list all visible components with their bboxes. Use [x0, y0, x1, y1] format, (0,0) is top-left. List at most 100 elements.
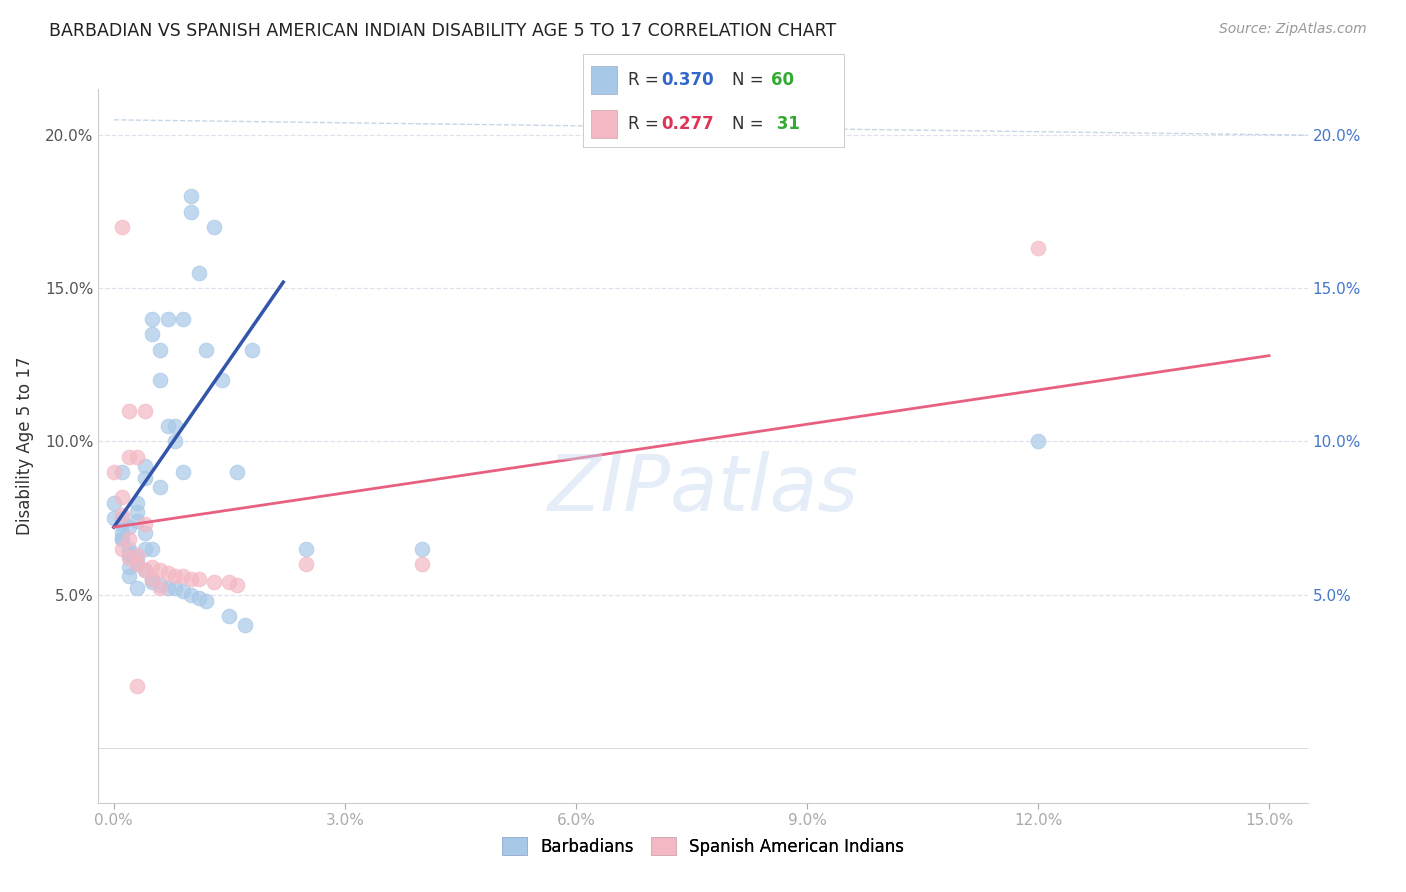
- Point: [165, 434, 187, 449]
- Point: [125, 550, 148, 565]
- Point: [141, 541, 163, 556]
- Point: [149, 373, 172, 387]
- Point: [141, 312, 163, 326]
- Point: [187, 591, 209, 605]
- Point: [187, 266, 209, 280]
- Point: [110, 533, 132, 547]
- Point: [211, 373, 233, 387]
- Point: [172, 569, 194, 583]
- Point: [134, 404, 156, 418]
- Point: [411, 557, 433, 571]
- Point: [141, 572, 163, 586]
- Text: ZIPatlas: ZIPatlas: [547, 450, 859, 527]
- Point: [118, 560, 141, 574]
- Point: [149, 343, 172, 357]
- Text: 0.277: 0.277: [662, 115, 714, 133]
- Point: [125, 680, 148, 694]
- Point: [195, 343, 218, 357]
- Text: N =: N =: [731, 70, 769, 88]
- Point: [1026, 242, 1049, 256]
- Point: [1026, 434, 1049, 449]
- Point: [118, 450, 141, 464]
- Point: [110, 490, 132, 504]
- Point: [134, 541, 156, 556]
- Text: BARBADIAN VS SPANISH AMERICAN INDIAN DISABILITY AGE 5 TO 17 CORRELATION CHART: BARBADIAN VS SPANISH AMERICAN INDIAN DIS…: [49, 22, 837, 40]
- Point: [125, 496, 148, 510]
- Point: [110, 511, 132, 525]
- Text: Source: ZipAtlas.com: Source: ZipAtlas.com: [1219, 22, 1367, 37]
- Point: [118, 548, 141, 562]
- Point: [233, 618, 256, 632]
- Point: [202, 575, 225, 590]
- Point: [125, 557, 148, 571]
- Point: [218, 609, 240, 624]
- Y-axis label: Disability Age 5 to 17: Disability Age 5 to 17: [15, 357, 34, 535]
- Point: [134, 517, 156, 532]
- Point: [165, 419, 187, 434]
- Point: [110, 533, 132, 547]
- Text: R =: R =: [627, 115, 664, 133]
- Point: [295, 557, 318, 571]
- Point: [110, 465, 132, 479]
- Point: [110, 220, 132, 235]
- Point: [134, 563, 156, 577]
- Text: 0.370: 0.370: [662, 70, 714, 88]
- Point: [103, 496, 125, 510]
- Point: [110, 541, 132, 556]
- Point: [134, 458, 156, 473]
- Point: [165, 569, 187, 583]
- Point: [110, 508, 132, 522]
- Point: [172, 584, 194, 599]
- Point: [118, 533, 141, 547]
- Point: [149, 480, 172, 494]
- Point: [165, 582, 187, 596]
- Legend: Barbadians, Spanish American Indians: Barbadians, Spanish American Indians: [495, 830, 911, 863]
- Point: [125, 557, 148, 571]
- Point: [118, 541, 141, 556]
- Point: [156, 566, 179, 580]
- Point: [134, 563, 156, 577]
- Point: [180, 588, 202, 602]
- FancyBboxPatch shape: [592, 110, 617, 138]
- Point: [187, 572, 209, 586]
- Point: [125, 582, 148, 596]
- Point: [118, 548, 141, 562]
- Point: [226, 578, 249, 592]
- Point: [110, 526, 132, 541]
- Text: R =: R =: [627, 70, 664, 88]
- Point: [156, 312, 179, 326]
- Point: [118, 544, 141, 558]
- Point: [149, 563, 172, 577]
- Point: [118, 404, 141, 418]
- Point: [195, 593, 218, 607]
- Point: [149, 582, 172, 596]
- Point: [134, 471, 156, 485]
- Point: [180, 189, 202, 203]
- Point: [141, 327, 163, 342]
- Point: [180, 204, 202, 219]
- Text: N =: N =: [731, 115, 769, 133]
- Point: [242, 343, 264, 357]
- Point: [125, 505, 148, 519]
- Point: [156, 582, 179, 596]
- Point: [172, 465, 194, 479]
- Point: [411, 541, 433, 556]
- Point: [118, 520, 141, 534]
- Text: 60: 60: [770, 70, 794, 88]
- Point: [141, 572, 163, 586]
- Point: [118, 569, 141, 583]
- Point: [134, 526, 156, 541]
- Point: [141, 560, 163, 574]
- Point: [141, 575, 163, 590]
- Point: [103, 511, 125, 525]
- Point: [295, 541, 318, 556]
- Point: [125, 450, 148, 464]
- Text: 31: 31: [770, 115, 800, 133]
- Point: [103, 465, 125, 479]
- Point: [202, 220, 225, 235]
- Point: [180, 572, 202, 586]
- Point: [118, 550, 141, 565]
- FancyBboxPatch shape: [592, 66, 617, 94]
- Point: [172, 312, 194, 326]
- Point: [218, 575, 240, 590]
